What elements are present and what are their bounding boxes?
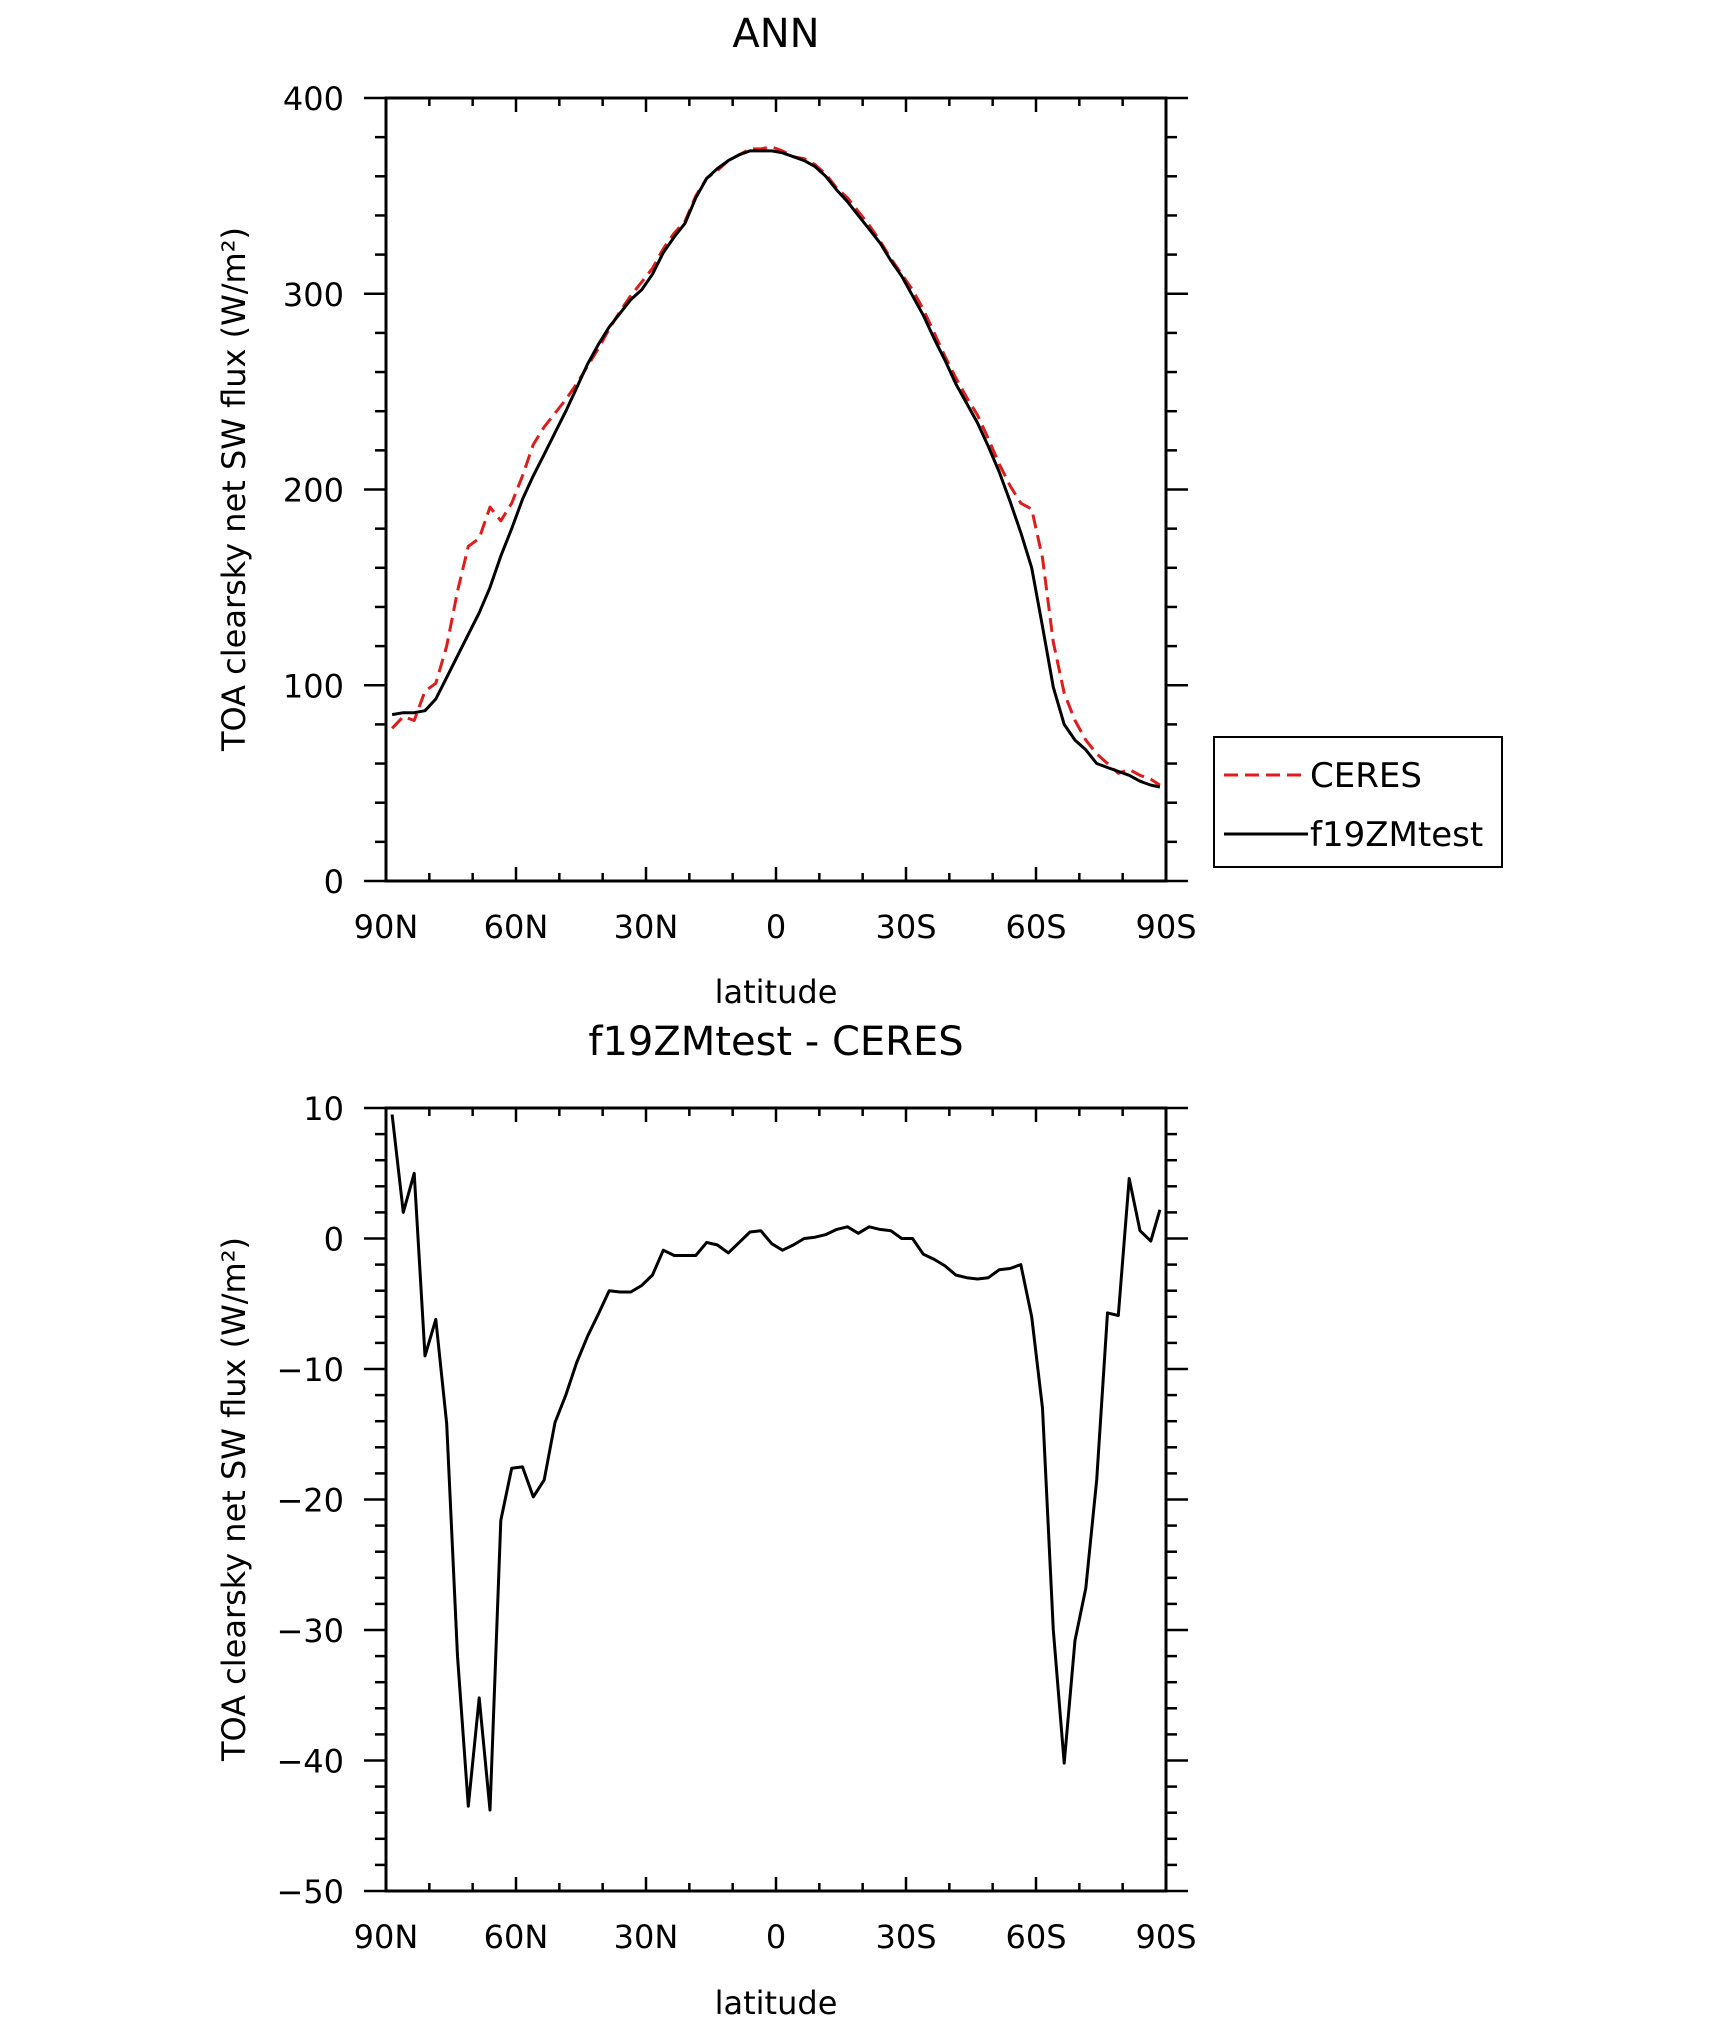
y-tick-label: 100 [283, 667, 344, 705]
panel-difference: f19ZMtest - CERES 90N 60N 30N 0 30S 60S 90S −50… [215, 1019, 1197, 2021]
y-tick-label: 0 [324, 863, 344, 901]
y-axis-label: TOA clearsky net SW flux (W/m²) [215, 1237, 253, 1762]
y-tick-label: 300 [283, 276, 344, 314]
x-axis-label: latitude [715, 973, 838, 1011]
series-line-difference [390, 1114, 1162, 1812]
x-axis-label: latitude [715, 1984, 838, 2021]
legend-label-f19zmtest: f19ZMtest [1310, 815, 1483, 855]
x-tick-label: 30S [875, 908, 936, 946]
plot-area-frame [384, 1106, 1168, 1893]
y-tick-label: −40 [276, 1743, 344, 1781]
panel-ann: ANN 90N 60N 30N 0 30S 60S 90S 0 100 200 300 400 lat… [215, 11, 1503, 1011]
x-tick-label: 30S [875, 1918, 936, 1956]
series-line-ceres [391, 145, 1161, 787]
x-tick-label: 30N [614, 908, 679, 946]
x-tick-label: 90S [1135, 1918, 1196, 1956]
y-tick-label: −10 [276, 1351, 344, 1389]
chart-title: f19ZMtest - CERES [588, 1019, 963, 1065]
y-tick-label: 0 [324, 1221, 344, 1259]
x-tick-label: 60N [484, 1918, 549, 1956]
x-tick-label: 60S [1005, 908, 1066, 946]
x-tick-label: 0 [766, 908, 786, 946]
legend-label-ceres: CERES [1310, 756, 1422, 796]
legend-box [1213, 736, 1503, 868]
y-axis-label: TOA clearsky net SW flux (W/m²) [215, 227, 253, 752]
series-line-f19zmtest [391, 149, 1161, 789]
chart-title: ANN [732, 11, 819, 57]
y-tick-label: 400 [283, 80, 344, 118]
legend: CERES f19ZMtest [1213, 736, 1503, 868]
y-tick-label: 200 [283, 472, 344, 510]
y-tick-label: −50 [276, 1873, 344, 1911]
x-tick-label: 90N [354, 1918, 419, 1956]
x-tick-label: 60S [1005, 1918, 1066, 1956]
x-tick-label: 90N [354, 908, 419, 946]
x-tick-label: 30N [614, 1918, 679, 1956]
plot-area-frame [384, 96, 1168, 883]
y-tick-label: 10 [303, 1090, 344, 1128]
y-tick-label: −20 [276, 1482, 344, 1520]
y-tick-label: −30 [276, 1612, 344, 1650]
x-tick-label: 90S [1135, 908, 1196, 946]
x-tick-label: 60N [484, 908, 549, 946]
x-tick-label: 0 [766, 1918, 786, 1956]
